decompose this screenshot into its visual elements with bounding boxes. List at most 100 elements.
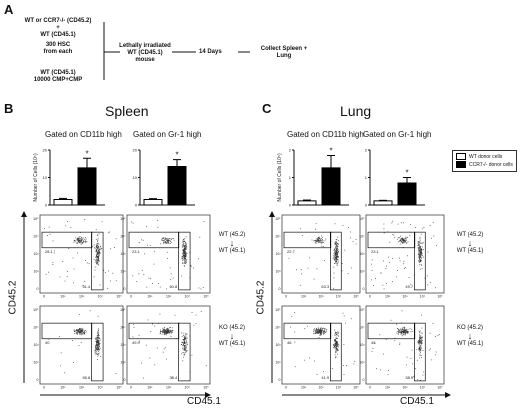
event-dot [419, 350, 420, 352]
upper-gate-pct: 28.1 [45, 249, 54, 254]
event-dot [165, 330, 167, 332]
event-dot [404, 326, 406, 328]
event-dot [80, 240, 82, 242]
event-dot [95, 350, 97, 352]
flow-y-tick: 10⁵ [275, 308, 281, 312]
event-dot [400, 239, 402, 241]
event-dot [181, 256, 183, 258]
event-dot [313, 330, 315, 331]
event-dot [402, 263, 404, 265]
event-dot [315, 331, 317, 333]
event-dot [190, 265, 192, 267]
event-dot [95, 338, 97, 340]
event-dot [404, 331, 405, 333]
event-dot [335, 340, 337, 342]
event-dot [418, 331, 420, 332]
event-dot [404, 329, 406, 331]
event-dot [421, 314, 422, 316]
event-dot [182, 260, 184, 261]
event-dot [420, 254, 422, 256]
event-dot [77, 237, 78, 239]
event-dot [342, 365, 344, 366]
flow-x-tick: 10⁴ [420, 386, 426, 390]
event-dot [335, 261, 336, 263]
event-dot [84, 333, 85, 334]
event-dot [182, 255, 184, 256]
event-dot [173, 238, 174, 239]
event-dot [95, 347, 97, 349]
event-dot [337, 257, 339, 258]
event-dot [437, 335, 439, 336]
event-dot [418, 257, 420, 259]
event-dot [419, 257, 421, 259]
event-dot [98, 345, 100, 347]
event-dot [75, 237, 77, 239]
event-dot [314, 241, 316, 243]
event-dot [419, 241, 421, 243]
event-dot [184, 336, 186, 338]
event-dot [319, 240, 321, 241]
event-dot [184, 341, 185, 342]
event-dot [319, 333, 321, 335]
event-dot [162, 331, 164, 333]
event-dot [95, 249, 97, 251]
event-dot [404, 332, 406, 334]
event-dot [183, 339, 185, 341]
event-dot [163, 329, 165, 331]
event-dot [97, 335, 99, 337]
event-dot [418, 348, 420, 350]
event-dot [97, 331, 99, 333]
event-dot [83, 331, 85, 333]
event-dot [320, 239, 321, 241]
event-dot [420, 263, 422, 265]
lower-gate-pct: 33.4 [169, 375, 178, 380]
event-dot [162, 330, 164, 332]
event-dot [398, 332, 399, 334]
plot-frame [365, 214, 445, 294]
event-dot [182, 341, 183, 343]
event-dot [185, 344, 186, 346]
flow-events [132, 311, 207, 379]
event-dot [355, 239, 357, 240]
event-dot [182, 255, 184, 257]
event-dot [184, 348, 185, 350]
event-dot [346, 365, 347, 367]
event-dot [399, 329, 401, 331]
event-dot [99, 253, 101, 254]
event-dot [419, 348, 421, 350]
event-dot [407, 332, 409, 334]
event-dot [161, 240, 163, 242]
event-dot [410, 283, 412, 285]
flow-x-tick: 10⁴ [185, 386, 191, 390]
event-dot [419, 262, 421, 263]
event-dot [184, 252, 185, 254]
event-dot [403, 330, 405, 332]
event-dot [183, 253, 185, 255]
event-dot [419, 340, 421, 341]
event-dot [170, 273, 172, 275]
event-dot [98, 233, 100, 235]
event-dot [183, 332, 185, 334]
event-dot [419, 330, 421, 332]
event-dot [343, 344, 345, 345]
event-dot [334, 258, 335, 260]
event-dot [319, 331, 321, 333]
event-dot [319, 241, 321, 243]
event-dot [417, 379, 419, 381]
event-dot [420, 345, 422, 347]
event-dot [317, 241, 319, 242]
event-dot [77, 238, 79, 240]
wt-line-2: 10000 CMP+CMP [33, 77, 83, 83]
event-dot [385, 339, 387, 341]
event-dot [183, 335, 184, 336]
event-dot [98, 346, 100, 348]
event-dot [96, 255, 98, 257]
event-dot [164, 241, 166, 243]
event-dot [96, 338, 97, 339]
event-dot [314, 240, 316, 242]
event-dot [172, 277, 174, 279]
event-dot [418, 256, 420, 258]
event-dot [334, 254, 336, 256]
event-dot [80, 239, 82, 241]
event-dot [407, 329, 409, 331]
